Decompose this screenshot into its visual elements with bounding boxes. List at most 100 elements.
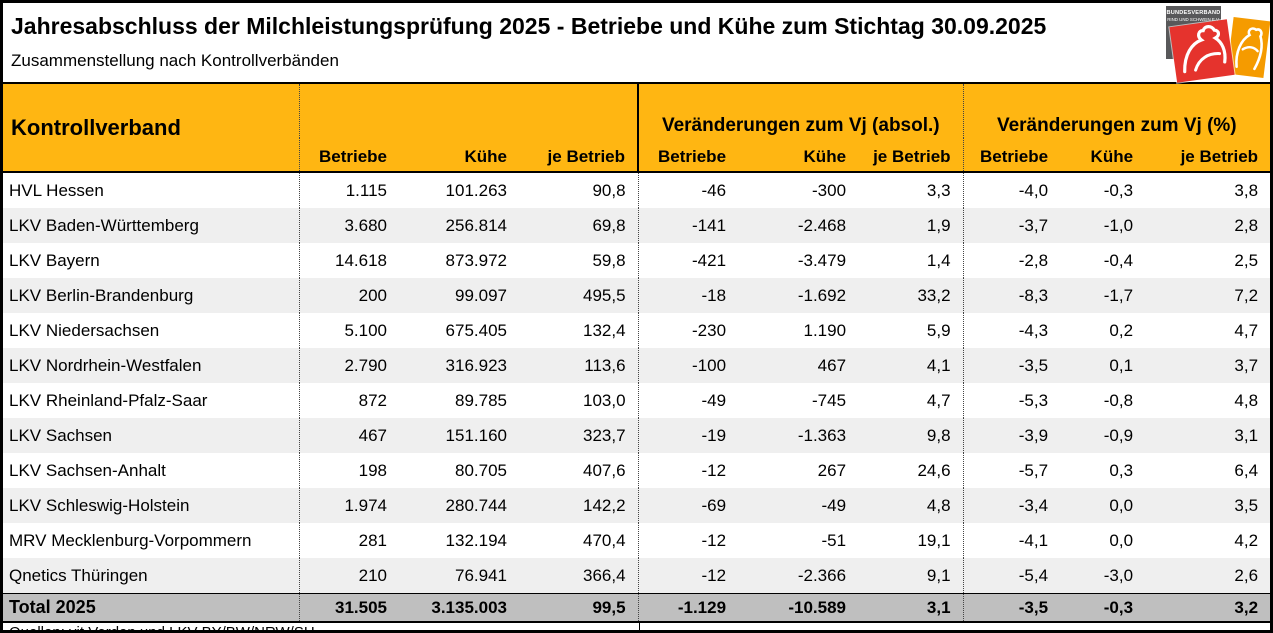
cell-abs-kuehe: -3.479 xyxy=(738,243,859,278)
cell-kontrollverband: LKV Berlin-Brandenburg xyxy=(3,278,299,313)
table-row: LKV Bayern 14.618 873.972 59,8 -421 -3.4… xyxy=(3,243,1270,278)
cell-abs-je-betrieb: 19,1 xyxy=(858,523,964,558)
cell-pct-je-betrieb: 3,1 xyxy=(1145,418,1270,453)
cell-abs-je-betrieb: 5,9 xyxy=(858,313,964,348)
cell-pct-je-betrieb: 2,8 xyxy=(1145,208,1270,243)
cell-total-je-betrieb: 99,5 xyxy=(519,593,639,623)
cell-pct-betriebe: -4,3 xyxy=(962,313,1061,348)
table-row: MRV Mecklenburg-Vorpommern 281 132.194 4… xyxy=(3,523,1270,558)
cell-abs-je-betrieb: 9,8 xyxy=(858,418,964,453)
table-row: Qnetics Thüringen 210 76.941 366,4 -12 -… xyxy=(3,558,1270,594)
cell-pct-betriebe: -2,8 xyxy=(962,243,1061,278)
cell-betriebe: 200 xyxy=(298,278,399,313)
cell-abs-betriebe: -12 xyxy=(637,523,739,558)
cell-abs-betriebe: -18 xyxy=(637,278,739,313)
cell-kuehe: 675.405 xyxy=(399,313,519,348)
cell-betriebe: 2.790 xyxy=(298,348,399,383)
cell-pct-betriebe: -3,5 xyxy=(962,348,1061,383)
cell-abs-betriebe: -69 xyxy=(637,488,739,523)
cell-betriebe: 872 xyxy=(298,383,399,418)
header-je-betrieb: je Betrieb xyxy=(519,138,639,173)
cell-total-pct-je-betrieb: 3,2 xyxy=(1145,593,1270,623)
cell-abs-kuehe: -2.468 xyxy=(738,208,859,243)
cell-abs-kuehe: -745 xyxy=(738,383,859,418)
table-row: LKV Schleswig-Holstein 1.974 280.744 142… xyxy=(3,488,1270,523)
cell-je-betrieb: 59,8 xyxy=(519,243,639,278)
total-row: Total 2025 31.505 3.135.003 99,5 -1.129 … xyxy=(3,593,1270,623)
header-pct-je-betrieb: je Betrieb xyxy=(1145,138,1270,173)
cell-abs-kuehe: -51 xyxy=(738,523,859,558)
cell-betriebe: 1.974 xyxy=(298,488,399,523)
cell-kontrollverband: LKV Nordrhein-Westfalen xyxy=(3,348,299,383)
cell-total-kuehe: 3.135.003 xyxy=(399,593,519,623)
cell-pct-kuehe: 0,2 xyxy=(1060,313,1146,348)
cell-pct-je-betrieb: 4,2 xyxy=(1145,523,1270,558)
header-abs-je-betrieb: je Betrieb xyxy=(858,138,964,173)
title-bar: Jahresabschluss der Milchleistungsprüfun… xyxy=(3,3,1270,84)
cell-kontrollverband: LKV Niedersachsen xyxy=(3,313,299,348)
cell-kuehe: 80.705 xyxy=(399,453,519,488)
cell-pct-betriebe: -3,9 xyxy=(962,418,1061,453)
cell-pct-betriebe: -5,3 xyxy=(962,383,1061,418)
cell-abs-je-betrieb: 3,3 xyxy=(858,172,964,208)
cell-total-betriebe: 31.505 xyxy=(298,593,399,623)
cell-abs-kuehe: -300 xyxy=(738,172,859,208)
cell-pct-kuehe: -3,0 xyxy=(1060,558,1146,594)
cell-betriebe: 5.100 xyxy=(298,313,399,348)
cell-pct-kuehe: -0,9 xyxy=(1060,418,1146,453)
header-pct-betriebe: Betriebe xyxy=(962,138,1061,173)
table-row: LKV Baden-Württemberg 3.680 256.814 69,8… xyxy=(3,208,1270,243)
cell-kontrollverband: LKV Schleswig-Holstein xyxy=(3,488,299,523)
cell-abs-betriebe: -12 xyxy=(637,453,739,488)
table-body: HVL Hessen 1.115 101.263 90,8 -46 -300 3… xyxy=(3,172,1270,594)
cell-pct-je-betrieb: 4,8 xyxy=(1145,383,1270,418)
header-abs-kuehe: Kühe xyxy=(738,138,859,173)
cell-total-abs-kuehe: -10.589 xyxy=(738,593,859,623)
cell-je-betrieb: 366,4 xyxy=(519,558,639,594)
logo-text-line1: BUNDESVERBAND xyxy=(1166,10,1221,16)
cell-pct-je-betrieb: 6,4 xyxy=(1145,453,1270,488)
cell-pct-je-betrieb: 2,5 xyxy=(1145,243,1270,278)
cell-kuehe: 101.263 xyxy=(399,172,519,208)
cell-abs-betriebe: -19 xyxy=(637,418,739,453)
cell-kuehe: 76.941 xyxy=(399,558,519,594)
cell-pct-betriebe: -3,7 xyxy=(962,208,1061,243)
cell-kuehe: 316.923 xyxy=(399,348,519,383)
cell-je-betrieb: 495,5 xyxy=(519,278,639,313)
source-footer: Quellen: vit Verden und LKV BY/BW/NRW/SH… xyxy=(3,623,1270,630)
cell-je-betrieb: 407,6 xyxy=(519,453,639,488)
brs-logo: BUNDESVERBAND RIND UND SCHWEIN E.V. xyxy=(1166,6,1270,83)
header-spacer xyxy=(298,84,639,138)
cell-abs-betriebe: -100 xyxy=(637,348,739,383)
header-group-percent: Veränderungen zum Vj (%) xyxy=(962,84,1270,138)
table-total: Total 2025 31.505 3.135.003 99,5 -1.129 … xyxy=(3,593,1270,623)
cell-pct-je-betrieb: 4,7 xyxy=(1145,313,1270,348)
footer-divider xyxy=(639,623,640,630)
cell-betriebe: 210 xyxy=(298,558,399,594)
cell-je-betrieb: 142,2 xyxy=(519,488,639,523)
table-row: LKV Berlin-Brandenburg 200 99.097 495,5 … xyxy=(3,278,1270,313)
cell-total-abs-je-betrieb: 3,1 xyxy=(858,593,964,623)
cell-kuehe: 873.972 xyxy=(399,243,519,278)
cell-kontrollverband: MRV Mecklenburg-Vorpommern xyxy=(3,523,299,558)
cell-pct-betriebe: -5,4 xyxy=(962,558,1061,594)
cell-abs-je-betrieb: 24,6 xyxy=(858,453,964,488)
cattle-icon xyxy=(1169,19,1235,83)
cell-total-pct-betriebe: -3,5 xyxy=(962,593,1061,623)
cell-abs-betriebe: -421 xyxy=(637,243,739,278)
table-row: HVL Hessen 1.115 101.263 90,8 -46 -300 3… xyxy=(3,172,1270,208)
cell-pct-je-betrieb: 7,2 xyxy=(1145,278,1270,313)
table-row: LKV Sachsen-Anhalt 198 80.705 407,6 -12 … xyxy=(3,453,1270,488)
cell-pct-betriebe: -4,0 xyxy=(962,172,1061,208)
cell-abs-kuehe: 267 xyxy=(738,453,859,488)
cell-abs-betriebe: -141 xyxy=(637,208,739,243)
cell-abs-je-betrieb: 4,1 xyxy=(858,348,964,383)
cell-betriebe: 1.115 xyxy=(298,172,399,208)
cell-abs-kuehe: 1.190 xyxy=(738,313,859,348)
cell-pct-je-betrieb: 3,7 xyxy=(1145,348,1270,383)
cell-kontrollverband: LKV Sachsen xyxy=(3,418,299,453)
cell-abs-je-betrieb: 4,8 xyxy=(858,488,964,523)
table-row: LKV Niedersachsen 5.100 675.405 132,4 -2… xyxy=(3,313,1270,348)
cell-betriebe: 3.680 xyxy=(298,208,399,243)
header-kuehe: Kühe xyxy=(399,138,519,173)
